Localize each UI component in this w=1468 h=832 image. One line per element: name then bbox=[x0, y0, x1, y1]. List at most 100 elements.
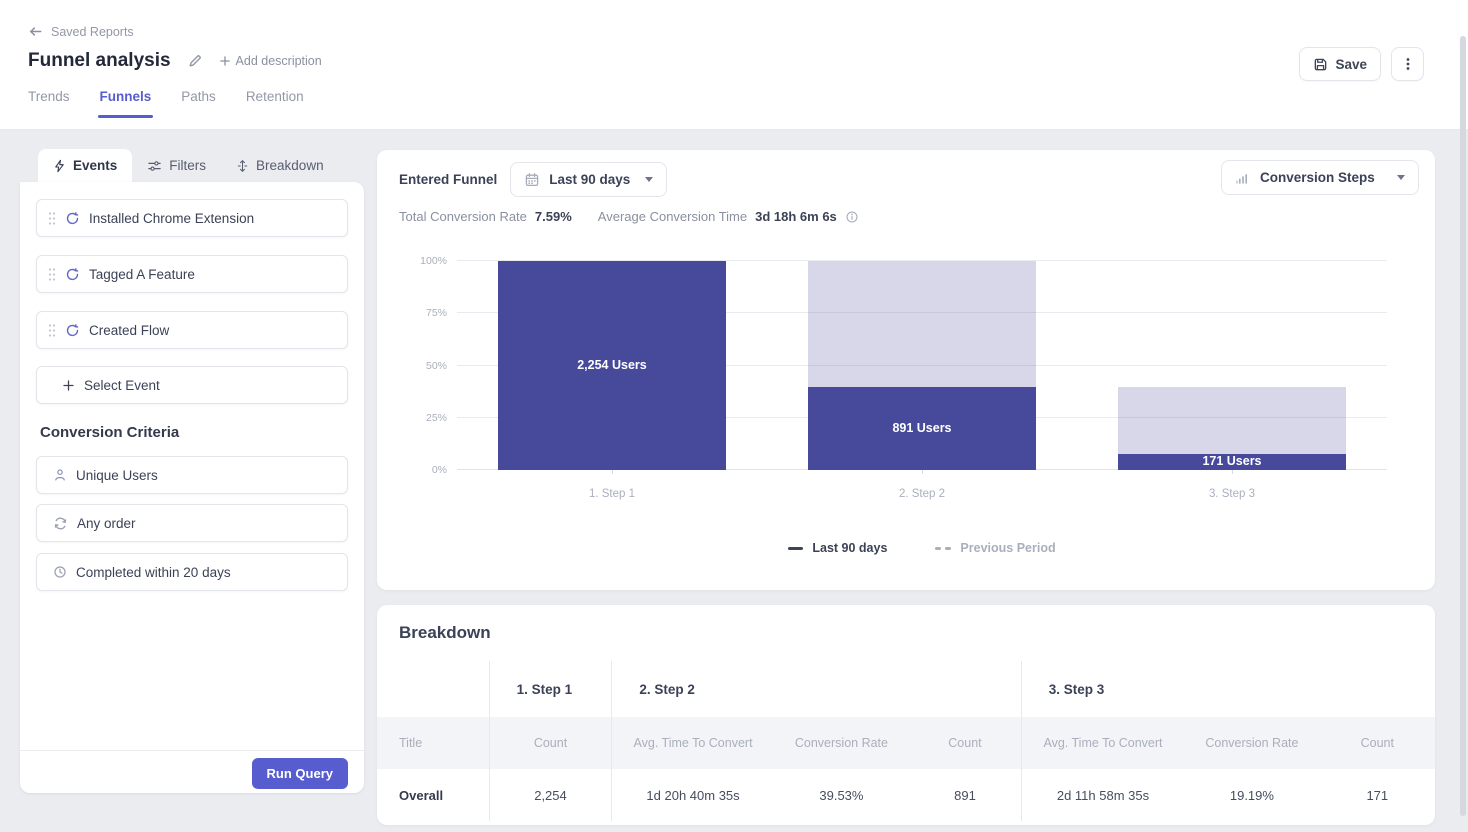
user-icon bbox=[55, 469, 65, 481]
event-step-1[interactable]: Installed Chrome Extension bbox=[36, 199, 348, 237]
conversion-criteria-heading: Conversion Criteria bbox=[40, 424, 180, 441]
event-refresh-icon bbox=[66, 211, 79, 224]
save-icon bbox=[1315, 58, 1327, 70]
step-label-3: 3. Step 3 bbox=[1208, 488, 1255, 500]
builder-tab-filters[interactable]: Filters bbox=[132, 149, 221, 182]
event-step-2[interactable]: Tagged A Feature bbox=[36, 255, 348, 293]
table-row: Overall 2,254 1d 20h 40m 35s 39.53% 891 … bbox=[377, 769, 1435, 821]
avg-conversion-time-label: Average Conversion Time bbox=[597, 209, 748, 224]
gridline-75 bbox=[457, 312, 1387, 314]
x-axis-tick bbox=[1232, 470, 1233, 474]
step3-avg-time: 2d 11h 58m 35s bbox=[1020, 769, 1185, 821]
column-header: Count bbox=[488, 717, 612, 769]
column-header: Title bbox=[377, 717, 490, 769]
legend-label: Last 90 days bbox=[812, 541, 888, 555]
step-label-1: 1. Step 1 bbox=[588, 488, 636, 500]
funnel-plot-area: 2,254 Users 891 Users 171 Users bbox=[457, 260, 1387, 474]
step-3-header: 3. Step 3 bbox=[1020, 661, 1435, 717]
step2-count: 891 bbox=[954, 787, 976, 803]
kebab-menu-icon bbox=[1406, 58, 1409, 70]
page-scrollbar[interactable] bbox=[1460, 36, 1466, 816]
legend-item-solid[interactable]: Last 90 days bbox=[788, 541, 887, 555]
back-link[interactable]: Saved Reports bbox=[28, 24, 134, 39]
step1-count: 2,254 bbox=[488, 769, 612, 821]
funnel-title: Entered Funnel bbox=[399, 172, 498, 187]
funnel-chart-card: Entered Funnel Last 90 days Conversion S… bbox=[377, 150, 1435, 590]
step2-conversion-rate: 39.53% bbox=[819, 787, 864, 803]
funnel-bar-converted-step-1[interactable]: 2,254 Users bbox=[498, 261, 726, 470]
tab-retention[interactable]: Retention bbox=[245, 89, 304, 104]
bar-value-label: 891 Users bbox=[892, 420, 952, 435]
add-description-button[interactable]: Add description bbox=[219, 54, 322, 68]
legend-dashed-line-icon bbox=[935, 546, 952, 550]
chart-view-value: Conversion Steps bbox=[1260, 170, 1375, 185]
column-header: Conversion Rate bbox=[773, 717, 910, 769]
step3-count: 171 bbox=[1366, 787, 1389, 803]
event-step-3[interactable]: Created Flow bbox=[36, 311, 348, 349]
chevron-down-icon bbox=[1397, 175, 1405, 180]
legend-label: Previous Period bbox=[960, 541, 1056, 555]
clock-icon bbox=[54, 566, 66, 578]
column-header: Conversion Rate bbox=[1184, 717, 1320, 769]
edit-title-icon[interactable] bbox=[187, 53, 203, 69]
drag-handle-icon[interactable] bbox=[48, 211, 56, 226]
step-2-header: 2. Step 2 bbox=[611, 661, 1022, 717]
chart-legend: Last 90 days Previous Period bbox=[457, 541, 1387, 555]
back-arrow-icon bbox=[28, 24, 43, 39]
tab-funnels[interactable]: Funnels bbox=[97, 89, 154, 118]
funnel-bar-converted-step-2[interactable]: 891 Users bbox=[808, 387, 1036, 470]
x-axis-tick bbox=[612, 470, 613, 474]
more-options-button[interactable] bbox=[1391, 47, 1424, 81]
criteria-counting-method[interactable]: Unique Users bbox=[36, 456, 348, 494]
gridline-100 bbox=[457, 260, 1387, 261]
legend-item-dashed[interactable]: Previous Period bbox=[935, 541, 1056, 555]
page-title: Funnel analysis bbox=[28, 50, 171, 71]
split-arrows-icon bbox=[237, 159, 248, 172]
date-range-value: Last 90 days bbox=[549, 172, 631, 187]
breakdown-title: Breakdown bbox=[399, 623, 491, 642]
criteria-order[interactable]: Any order bbox=[36, 504, 348, 542]
sliders-icon bbox=[148, 160, 162, 171]
select-event-button[interactable]: Select Event bbox=[36, 366, 348, 404]
avg-conversion-time-value: 3d 18h 6m 6s bbox=[755, 209, 837, 224]
breakdown-table: 1. Step 1 2. Step 2 3. Step 3 Title Coun… bbox=[377, 661, 1435, 821]
conversion-stats: Total Conversion Rate 7.59% Average Conv… bbox=[399, 209, 859, 224]
step2-avg-time: 1d 20h 40m 35s bbox=[611, 769, 774, 821]
tab-trends[interactable]: Trends bbox=[28, 89, 70, 104]
event-refresh-icon bbox=[66, 323, 79, 336]
bar-value-label: 171 Users bbox=[1202, 454, 1262, 469]
drag-handle-icon[interactable] bbox=[48, 323, 56, 338]
plus-icon bbox=[219, 56, 230, 66]
y-tick-label: 0% bbox=[431, 464, 447, 476]
drag-handle-icon[interactable] bbox=[48, 267, 56, 282]
builder-tab-events[interactable]: Events bbox=[38, 149, 133, 182]
y-tick-label: 25% bbox=[425, 411, 447, 424]
save-button[interactable]: Save bbox=[1299, 47, 1381, 81]
column-header: Count bbox=[909, 717, 1022, 769]
tab-paths[interactable]: Paths bbox=[181, 89, 216, 104]
top-header: Saved Reports Funnel analysis Add descri… bbox=[0, 0, 1468, 130]
column-header-row: Title Count Avg. Time To Convert Convers… bbox=[377, 717, 1435, 769]
column-header: Count bbox=[1319, 717, 1435, 769]
y-axis-labels: 0% 25% 50% 75% 100% bbox=[401, 255, 447, 476]
funnel-bar-converted-step-3[interactable]: 171 Users bbox=[1118, 454, 1346, 470]
date-range-dropdown[interactable]: Last 90 days bbox=[510, 162, 668, 197]
calendar-icon bbox=[526, 172, 539, 186]
total-conversion-rate-value: 7.59% bbox=[534, 209, 572, 224]
chart-view-dropdown[interactable]: Conversion Steps bbox=[1221, 160, 1419, 195]
criteria-conversion-window[interactable]: Completed within 20 days bbox=[36, 553, 348, 591]
step-header-row: 1. Step 1 2. Step 2 3. Step 3 bbox=[377, 661, 1435, 717]
plus-icon bbox=[63, 379, 74, 391]
report-tabs: Trends Funnels Paths Retention bbox=[28, 89, 304, 118]
builder-tabs: Events Filters Breakdown bbox=[38, 149, 339, 182]
info-icon[interactable] bbox=[845, 210, 859, 224]
event-refresh-icon bbox=[66, 267, 79, 280]
chevron-down-icon bbox=[645, 177, 654, 182]
column-header: Avg. Time To Convert bbox=[1020, 717, 1185, 769]
bar-chart-icon bbox=[1236, 173, 1247, 183]
cycle-icon bbox=[54, 517, 67, 529]
run-query-button[interactable]: Run Query bbox=[251, 758, 348, 789]
builder-tab-breakdown[interactable]: Breakdown bbox=[221, 149, 339, 182]
query-builder-panel: Installed Chrome Extension Tagged A Feat… bbox=[20, 182, 364, 793]
row-title: Overall bbox=[399, 787, 444, 803]
